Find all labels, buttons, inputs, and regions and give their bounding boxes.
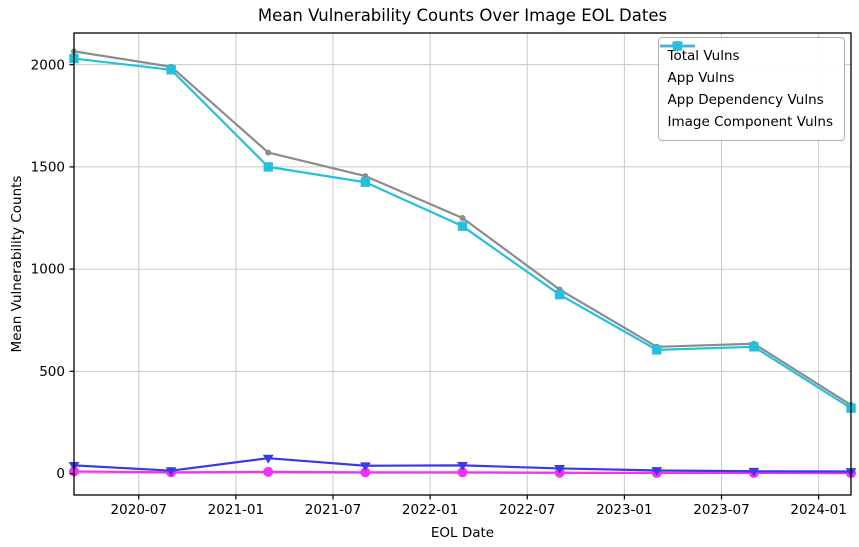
y-tick-label: 1000 [31,262,65,278]
gridlines [74,33,851,495]
y-tick-label: 1500 [31,159,65,175]
x-tick-label: 2022-01 [402,502,458,518]
data-point-marker [457,461,468,471]
legend-label: App Vulns [667,70,735,86]
data-point-marker [165,467,177,477]
data-point-marker [166,65,176,75]
x-tick-label: 2021-07 [305,502,361,518]
y-tick-label: 2000 [31,57,65,73]
x-tick-label: 2020-07 [111,502,167,518]
legend-label: Image Component Vulns [667,114,833,130]
data-point-marker [554,289,565,300]
x-axis-label: EOL Date [430,525,495,541]
legend: Total Vulns App Vulns App Dependency Vulns… [657,37,845,141]
square-swatch-icon [659,41,695,51]
data-point-marker [263,162,273,172]
data-point-marker [360,467,371,478]
y-tick-label: 500 [39,364,65,380]
x-tick-label: 2022-07 [499,502,555,518]
data-point-marker [457,467,468,478]
data-point-marker [263,466,274,477]
x-tick-label: 2021-01 [208,502,264,518]
data-point-marker [651,467,663,476]
x-tick-label: 2023-01 [596,502,652,518]
chart-title: Mean Vulnerability Counts Over Image EOL… [257,6,668,25]
x-tick-label: 2024-01 [790,502,846,518]
legend-entry-app-dependency-vulns: App Dependency Vulns [659,42,833,111]
data-point-marker [360,177,371,187]
axis-ticks: 0 500 1000 1500 2000 2020-07 2021-01 2021-07 202… [31,57,847,518]
legend-entry-image-component-vulns: Image Component Vulns [659,41,833,133]
data-point-marker [748,467,760,477]
data-point-marker [265,149,272,156]
legend-marker-icon [672,41,682,51]
data-point-marker [262,454,274,464]
plot-border [73,32,852,496]
data-point-marker [459,215,466,222]
legend-label: App Dependency Vulns [667,92,824,108]
data-point-marker [554,465,566,474]
data-point-marker [359,462,371,472]
legend-entry-app-vulns: App Vulns [659,41,833,89]
data-point-marker [749,342,759,352]
x-tick-label: 2023-07 [693,502,749,518]
data-point-marker [457,221,468,231]
legend-label: Total Vulns [667,48,740,64]
data-point-marker [652,345,662,355]
y-tick-label: 0 [56,466,65,482]
